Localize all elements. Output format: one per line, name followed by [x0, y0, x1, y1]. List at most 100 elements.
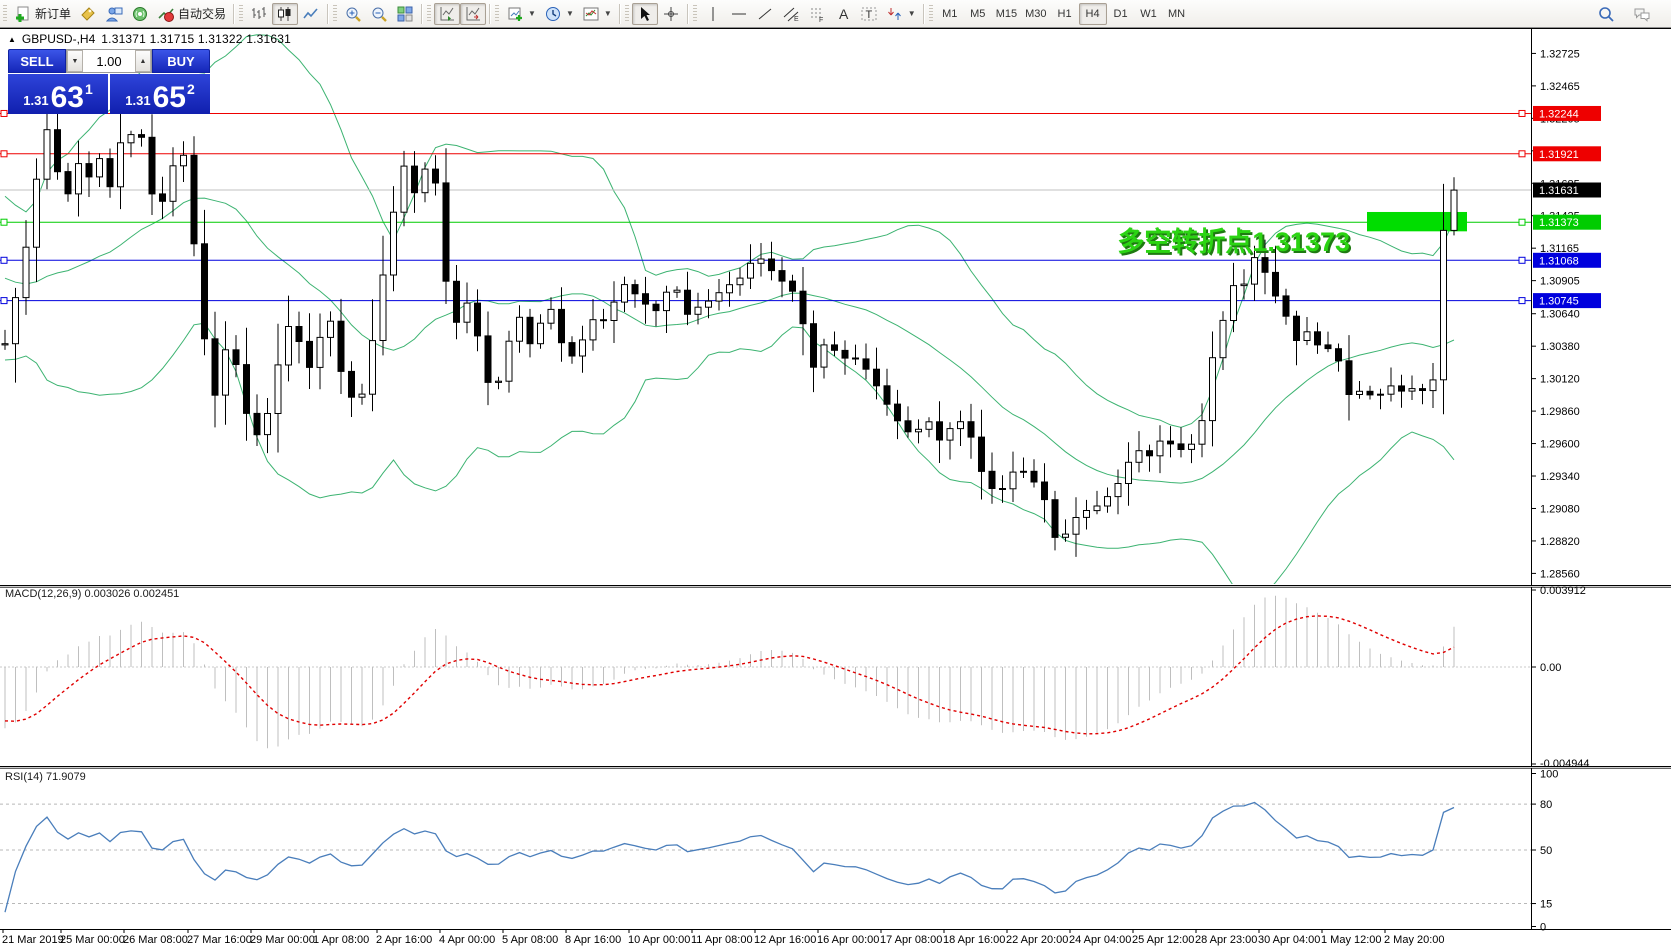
tile-windows-button[interactable] [392, 3, 418, 25]
timeframe-H4[interactable]: H4 [1078, 2, 1107, 25]
volume-decrease-button[interactable]: ▼ [67, 50, 83, 72]
level-right-marker [1518, 297, 1526, 305]
price-tick-label: 1.30640 [1540, 309, 1580, 321]
candle [1135, 450, 1143, 463]
cursor-button[interactable] [631, 2, 658, 25]
dropdown-arrow-icon[interactable]: ▼ [528, 9, 536, 18]
dropdown-arrow-icon[interactable]: ▼ [603, 9, 612, 18]
candle [1324, 344, 1332, 350]
symbols-button[interactable] [75, 3, 101, 25]
trendline-button[interactable] [752, 3, 778, 25]
signals-button[interactable] [127, 3, 153, 25]
sell-button[interactable]: SELL [8, 49, 66, 73]
auto-trading-button[interactable]: 自动交易 [153, 3, 230, 25]
level-left-marker [0, 109, 8, 117]
timeframe-W1[interactable]: W1 [1140, 7, 1157, 20]
price-level-tag-label: 1.31373 [1539, 217, 1579, 229]
timeframe-MN[interactable]: MN [1167, 7, 1186, 20]
equidistant-channel-button[interactable]: E [778, 3, 804, 25]
sell-price-display[interactable]: 1.31 63 1 [8, 74, 108, 114]
main-toolbar: 新订单 自动交易 ▼ ▼ ▼ E F A T ▼ M1 M5 M15 M30 H1 H4 D1 W1 MN [0, 0, 1671, 28]
time-tick-label: 2 May 20:00 [1384, 934, 1445, 946]
line-chart-icon [302, 5, 320, 23]
candle [663, 291, 670, 312]
zoom-in-button[interactable] [340, 3, 366, 25]
chat-icon [1633, 5, 1651, 23]
bar-chart-button[interactable] [246, 3, 272, 25]
timeframe-M1[interactable]: M1 [942, 7, 958, 20]
candle [421, 168, 429, 194]
search-button[interactable] [1593, 3, 1619, 25]
timeframe-D1[interactable]: D1 [1113, 7, 1128, 20]
text-button[interactable]: A [830, 3, 856, 25]
tile-windows-icon [396, 5, 414, 23]
candle [1030, 470, 1038, 483]
candle [138, 134, 145, 138]
time-tick-label: 11 Apr 08:00 [691, 934, 753, 946]
volume-increase-button[interactable]: ▲ [135, 50, 151, 72]
signals-icon [131, 5, 149, 23]
dropdown-arrow-icon[interactable]: ▼ [565, 9, 574, 18]
sell-price-sup: 1 [84, 81, 93, 97]
vertical-line-button[interactable] [700, 3, 726, 25]
timeframe-M15[interactable]: M15 [995, 7, 1018, 20]
chart-canvas[interactable]: 1.327251.324651.322051.319451.316851.314… [0, 28, 1671, 947]
price-level-tag [1533, 293, 1601, 309]
price-tick-label: 1.28820 [1540, 536, 1580, 548]
chart-shift-button[interactable] [460, 2, 487, 25]
timeframe-M30[interactable]: M30 [1025, 7, 1047, 20]
fibonacci-button[interactable]: F [804, 3, 830, 25]
candle [768, 258, 775, 272]
fibo-icon: F [808, 5, 826, 23]
chart-text-annotation: 多空转折点1.31373 [1117, 227, 1350, 257]
text-label-button[interactable]: T [856, 3, 882, 25]
arrows-button[interactable]: ▼ [882, 3, 920, 25]
candle [1209, 357, 1216, 422]
price-tick-label: 1.32725 [1540, 48, 1580, 60]
timeframe-M5[interactable]: M5 [970, 7, 986, 20]
candle [337, 320, 345, 372]
templates-button[interactable]: ▼ [578, 3, 616, 25]
candle-chart-button[interactable] [272, 2, 299, 25]
price-tick-label: 1.31165 [1540, 243, 1579, 255]
rsi-axis-label: 15 [1540, 899, 1552, 911]
level-left-marker [0, 297, 8, 305]
buy-button[interactable]: BUY [152, 49, 210, 73]
line-chart-button[interactable] [298, 3, 324, 25]
zoom-out-button[interactable] [366, 3, 392, 25]
candle [642, 293, 649, 305]
candle [831, 344, 838, 351]
candle [1335, 348, 1342, 362]
candle [505, 340, 513, 382]
highlight-rectangle [1367, 211, 1467, 232]
buy-price-prefix: 1.31 [125, 93, 151, 108]
search-icon [1597, 5, 1615, 23]
crosshair-button[interactable] [658, 3, 684, 25]
periods-button[interactable]: ▼ [540, 3, 578, 25]
time-tick-label: 2 Apr 16:00 [376, 934, 432, 946]
new-order-button[interactable]: 新订单 [10, 3, 75, 25]
candle [180, 154, 187, 167]
new-chart-button[interactable]: ▼ [502, 3, 540, 25]
time-tick-label: 8 Apr 16:00 [565, 934, 621, 946]
candle [883, 385, 891, 405]
autoscroll-button[interactable] [434, 2, 461, 25]
volume-input[interactable] [83, 50, 135, 72]
buy-price-display[interactable]: 1.31 65 2 [110, 74, 210, 114]
time-tick-label: 30 Apr 04:00 [1258, 934, 1320, 946]
rsi-axis-label: 50 [1540, 845, 1552, 857]
rsi-axis-label: 0 [1540, 922, 1546, 934]
horizontal-line-button[interactable] [726, 3, 752, 25]
experts-button[interactable] [101, 3, 127, 25]
candle [747, 262, 754, 279]
level-right-marker [1518, 256, 1526, 264]
collapse-triangle-icon[interactable]: ▲ [8, 34, 16, 44]
candle [1230, 285, 1237, 322]
chat-button[interactable] [1629, 3, 1655, 25]
timeframe-H1[interactable]: H1 [1057, 7, 1072, 20]
autoscroll-icon [438, 5, 456, 23]
candle [684, 289, 691, 315]
candle [568, 342, 576, 357]
cursor-icon [636, 5, 654, 23]
dropdown-arrow-icon[interactable]: ▼ [907, 9, 916, 18]
